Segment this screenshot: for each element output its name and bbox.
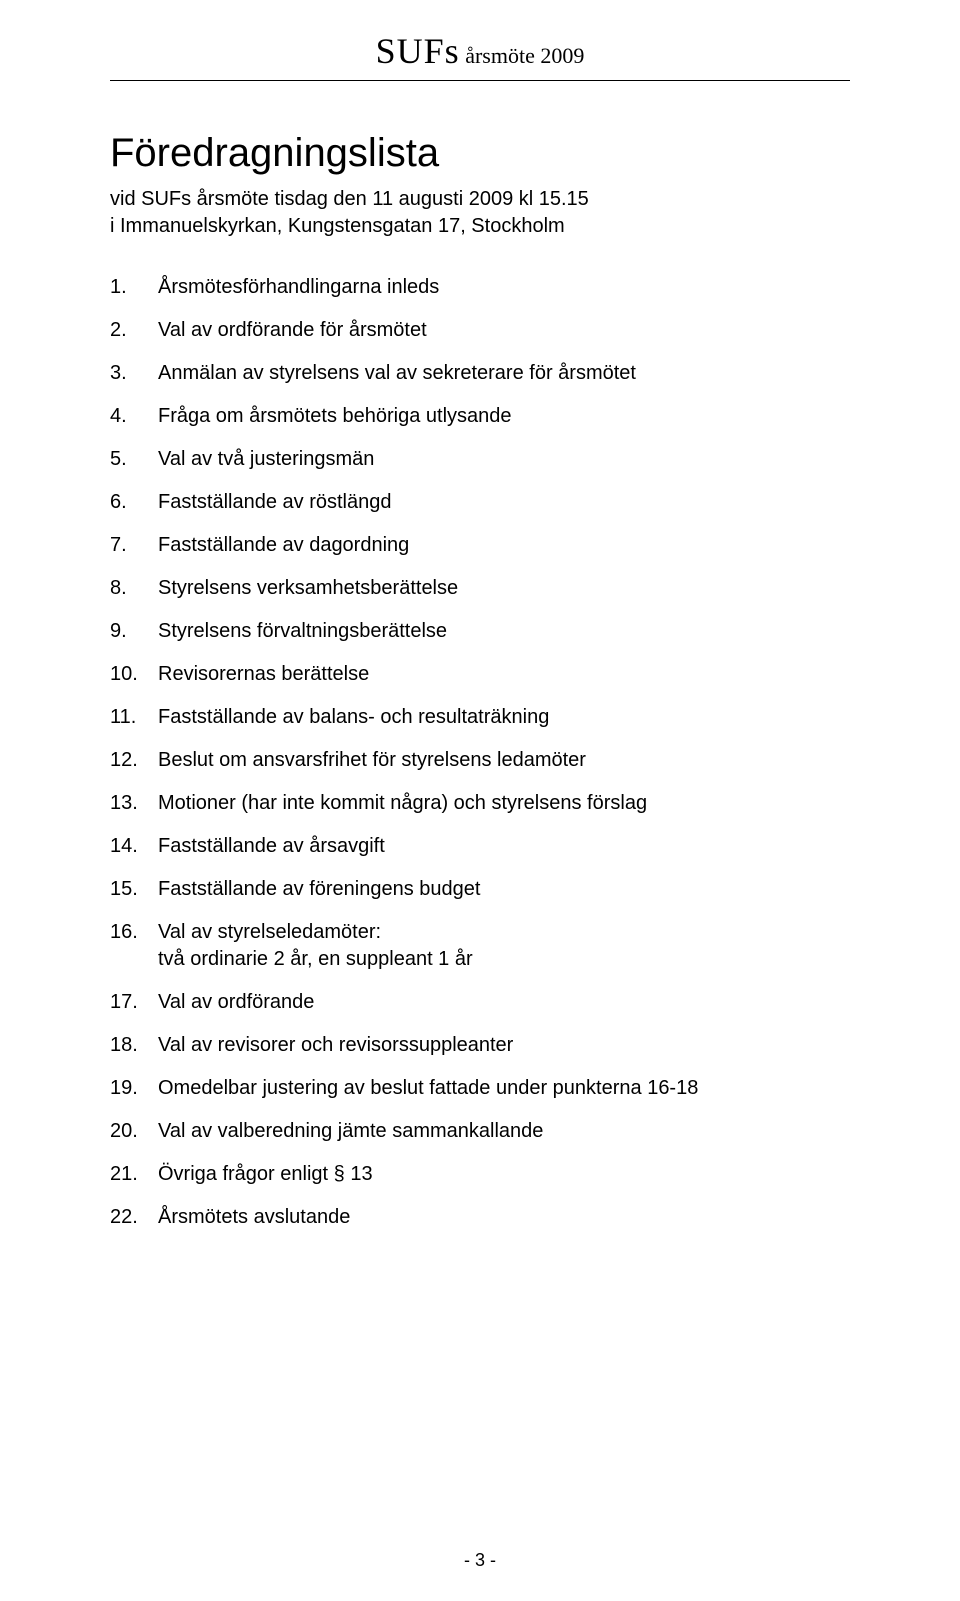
agenda-item-text: Revisorernas berättelse xyxy=(158,661,850,688)
intro-line-2: i Immanuelskyrkan, Kungstensgatan 17, St… xyxy=(110,213,850,240)
agenda-item-number: 3. xyxy=(110,360,158,387)
agenda-item: 12.Beslut om ansvarsfrihet för styrelsen… xyxy=(110,747,850,774)
agenda-item-number: 7. xyxy=(110,532,158,559)
agenda-item-number: 13. xyxy=(110,790,158,817)
agenda-item-text: Fastställande av årsavgift xyxy=(158,833,850,860)
agenda-item-number: 12. xyxy=(110,747,158,774)
agenda-item: 11.Fastställande av balans- och resultat… xyxy=(110,704,850,731)
agenda-item-main: Revisorernas berättelse xyxy=(158,663,369,685)
agenda-item: 22.Årsmötets avslutande xyxy=(110,1204,850,1231)
agenda-item: 9.Styrelsens förvaltningsberättelse xyxy=(110,618,850,645)
agenda-item-number: 20. xyxy=(110,1118,158,1145)
document-page: SUFs årsmöte 2009 Föredragningslista vid… xyxy=(0,0,960,1601)
agenda-item-text: Fastställande av föreningens budget xyxy=(158,876,850,903)
page-number: - 3 - xyxy=(0,1550,960,1571)
agenda-item: 5.Val av två justeringsmän xyxy=(110,446,850,473)
agenda-item-number: 1. xyxy=(110,274,158,301)
agenda-item: 15.Fastställande av föreningens budget xyxy=(110,876,850,903)
agenda-item-text: Årsmötesförhandlingarna inleds xyxy=(158,274,850,301)
agenda-item-main: Styrelsens verksamhetsberättelse xyxy=(158,577,458,599)
agenda-item-number: 6. xyxy=(110,489,158,516)
agenda-item-main: Årsmötesförhandlingarna inleds xyxy=(158,276,439,298)
agenda-item: 20.Val av valberedning jämte sammankalla… xyxy=(110,1118,850,1145)
agenda-item-main: Fråga om årsmötets behöriga utlysande xyxy=(158,405,512,427)
agenda-item-text: Val av styrelseledamöter: två ordinarie 2… xyxy=(158,919,850,973)
agenda-item-main: Fastställande av föreningens budget xyxy=(158,878,480,900)
agenda-item: 1.Årsmötesförhandlingarna inleds xyxy=(110,274,850,301)
agenda-item-main: Val av ordförande för årsmötet xyxy=(158,319,427,341)
agenda-item-text: Fastställande av balans- och resultaträk… xyxy=(158,704,850,731)
agenda-item-number: 2. xyxy=(110,317,158,344)
agenda-item-text: Anmälan av styrelsens val av sekreterare… xyxy=(158,360,850,387)
agenda-item-main: Fastställande av balans- och resultaträk… xyxy=(158,706,549,728)
agenda-item-text: Övriga frågor enligt § 13 xyxy=(158,1161,850,1188)
agenda-item-text: Fråga om årsmötets behöriga utlysande xyxy=(158,403,850,430)
agenda-item-main: Fastställande av årsavgift xyxy=(158,835,385,857)
header-brand: SUFs xyxy=(376,31,460,71)
agenda-item-main: Val av revisorer och revisorssuppleanter xyxy=(158,1034,513,1056)
agenda-item: 16.Val av styrelseledamöter: två ordinari… xyxy=(110,919,850,973)
agenda-item: 19.Omedelbar justering av beslut fattade… xyxy=(110,1075,850,1102)
agenda-item-main: Beslut om ansvarsfrihet för styrelsens l… xyxy=(158,749,586,771)
agenda-item-number: 4. xyxy=(110,403,158,430)
agenda-item-text: Fastställande av röstlängd xyxy=(158,489,850,516)
agenda-item: 10.Revisorernas berättelse xyxy=(110,661,850,688)
agenda-item-main: Övriga frågor enligt § 13 xyxy=(158,1163,373,1185)
agenda-item-number: 16. xyxy=(110,919,158,973)
agenda-item-number: 5. xyxy=(110,446,158,473)
agenda-item-text: Motioner (har inte kommit några) och sty… xyxy=(158,790,850,817)
intro-line-1: vid SUFs årsmöte tisdag den 11 augusti 2… xyxy=(110,186,850,213)
agenda-item-number: 10. xyxy=(110,661,158,688)
agenda-item: 4.Fråga om årsmötets behöriga utlysande xyxy=(110,403,850,430)
page-title: Föredragningslista xyxy=(110,131,850,176)
agenda-item-number: 8. xyxy=(110,575,158,602)
agenda-item: 18.Val av revisorer och revisorssupplean… xyxy=(110,1032,850,1059)
agenda-item-text: Val av ordförande xyxy=(158,989,850,1016)
agenda-item-text: Beslut om ansvarsfrihet för styrelsens l… xyxy=(158,747,850,774)
agenda-item-main: Styrelsens förvaltningsberättelse xyxy=(158,620,447,642)
agenda-item-number: 11. xyxy=(110,704,158,731)
agenda-item-number: 19. xyxy=(110,1075,158,1102)
agenda-item-text: Årsmötets avslutande xyxy=(158,1204,850,1231)
agenda-item-main: Val av valberedning jämte sammankallande xyxy=(158,1120,543,1142)
agenda-item-main: Val av styrelseledamöter: xyxy=(158,921,381,943)
agenda-item-number: 22. xyxy=(110,1204,158,1231)
agenda-item-main: Anmälan av styrelsens val av sekreterare… xyxy=(158,362,636,384)
agenda-item-text: Fastställande av dagordning xyxy=(158,532,850,559)
agenda-item-main: Val av två justeringsmän xyxy=(158,448,374,470)
agenda-item: 3.Anmälan av styrelsens val av sekretera… xyxy=(110,360,850,387)
agenda-item-main: Val av ordförande xyxy=(158,991,314,1013)
agenda-item-number: 15. xyxy=(110,876,158,903)
agenda-item-sub: två ordinarie 2 år, en suppleant 1 år xyxy=(158,946,850,973)
page-header: SUFs årsmöte 2009 xyxy=(110,30,850,81)
agenda-item: 13.Motioner (har inte kommit några) och … xyxy=(110,790,850,817)
agenda-item-text: Styrelsens verksamhetsberättelse xyxy=(158,575,850,602)
agenda-item-text: Val av ordförande för årsmötet xyxy=(158,317,850,344)
agenda-item: 21.Övriga frågor enligt § 13 xyxy=(110,1161,850,1188)
agenda-item-main: Fastställande av röstlängd xyxy=(158,491,391,513)
agenda-item-main: Fastställande av dagordning xyxy=(158,534,409,556)
agenda-item: 6.Fastställande av röstlängd xyxy=(110,489,850,516)
agenda-item: 17.Val av ordförande xyxy=(110,989,850,1016)
agenda-item-text: Val av revisorer och revisorssuppleanter xyxy=(158,1032,850,1059)
agenda-item: 14.Fastställande av årsavgift xyxy=(110,833,850,860)
agenda-list: 1.Årsmötesförhandlingarna inleds2.Val av… xyxy=(110,274,850,1231)
agenda-item-number: 17. xyxy=(110,989,158,1016)
agenda-item: 7.Fastställande av dagordning xyxy=(110,532,850,559)
agenda-item-text: Val av valberedning jämte sammankallande xyxy=(158,1118,850,1145)
agenda-item: 2.Val av ordförande för årsmötet xyxy=(110,317,850,344)
agenda-item-number: 9. xyxy=(110,618,158,645)
agenda-item-number: 18. xyxy=(110,1032,158,1059)
agenda-item-main: Motioner (har inte kommit några) och sty… xyxy=(158,792,647,814)
agenda-item-main: Årsmötets avslutande xyxy=(158,1206,350,1228)
agenda-item-number: 14. xyxy=(110,833,158,860)
agenda-item: 8.Styrelsens verksamhetsberättelse xyxy=(110,575,850,602)
header-suffix: årsmöte 2009 xyxy=(460,43,585,68)
agenda-item-main: Omedelbar justering av beslut fattade un… xyxy=(158,1077,698,1099)
agenda-item-text: Val av två justeringsmän xyxy=(158,446,850,473)
agenda-item-text: Omedelbar justering av beslut fattade un… xyxy=(158,1075,850,1102)
agenda-item-number: 21. xyxy=(110,1161,158,1188)
agenda-item-text: Styrelsens förvaltningsberättelse xyxy=(158,618,850,645)
